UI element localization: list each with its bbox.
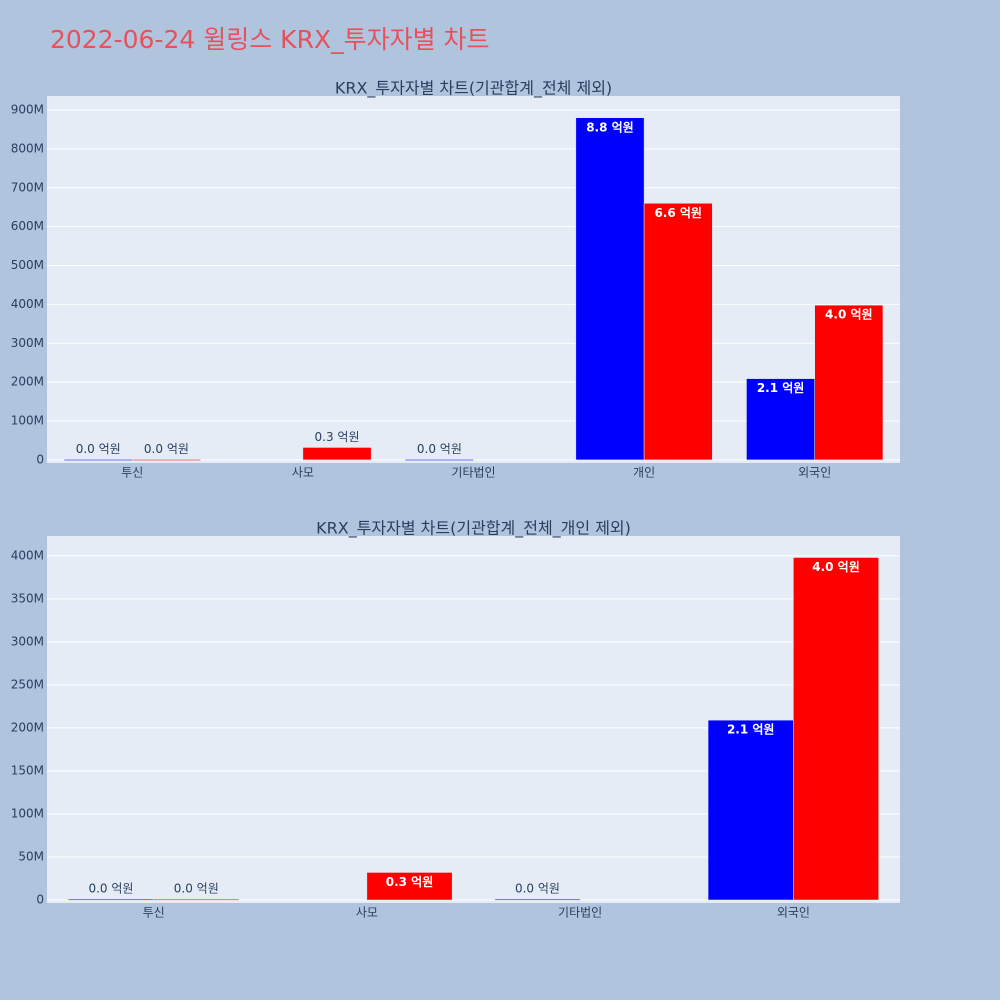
bar xyxy=(302,447,372,461)
y-tick-label: 400M xyxy=(11,297,44,311)
x-tick-label: 기타법인 xyxy=(451,466,495,480)
data-label: 0.3 억원 xyxy=(315,430,360,444)
x-tick-label: 개인 xyxy=(633,466,655,480)
x-tick-label: 사모 xyxy=(356,906,378,920)
x-tick-label: 사모 xyxy=(292,466,314,480)
bar xyxy=(494,898,581,901)
data-label: 2.1 억원 xyxy=(757,381,805,395)
y-tick-label: 200M xyxy=(11,375,44,389)
y-tick-label: 600M xyxy=(11,219,44,233)
subplot-title: KRX_투자자별 차트(기관합계_전체 제외) xyxy=(335,79,612,99)
data-label: 0.0 억원 xyxy=(174,882,219,896)
data-label: 4.0 억원 xyxy=(812,560,860,574)
data-label: 6.6 억원 xyxy=(654,206,702,220)
data-label: 0.0 억원 xyxy=(417,442,462,456)
subplot-title: KRX_투자자별 차트(기관합계_전체_개인 제외) xyxy=(316,519,631,539)
bar xyxy=(153,898,240,901)
data-label: 0.0 억원 xyxy=(144,442,189,456)
x-tick-label: 외국인 xyxy=(798,466,831,480)
y-tick-label: 100M xyxy=(11,414,44,428)
bar xyxy=(68,898,154,901)
y-tick-label: 100M xyxy=(11,806,44,820)
y-tick-label: 250M xyxy=(11,677,44,691)
data-label: 0.0 억원 xyxy=(515,882,560,896)
y-tick-label: 300M xyxy=(11,336,44,350)
y-tick-label: 900M xyxy=(11,102,44,116)
bar xyxy=(707,719,794,901)
data-label: 4.0 억원 xyxy=(825,308,873,322)
y-tick-label: 500M xyxy=(11,258,44,272)
x-tick-label: 투신 xyxy=(121,466,143,480)
data-label: 2.1 억원 xyxy=(727,723,775,737)
page-title: 2022-06-24 윌링스 KRX_투자자별 차트 xyxy=(50,25,490,54)
data-label: 0.3 억원 xyxy=(386,875,434,889)
data-label: 0.0 억원 xyxy=(76,442,121,456)
x-tick-label: 외국인 xyxy=(777,906,810,920)
bar xyxy=(63,459,133,461)
data-label: 8.8 억원 xyxy=(586,120,634,134)
y-tick-label: 200M xyxy=(11,720,44,734)
x-tick-label: 투신 xyxy=(143,906,165,920)
bar xyxy=(575,117,645,461)
y-tick-label: 400M xyxy=(11,548,44,562)
y-tick-label: 350M xyxy=(11,591,44,605)
x-tick-label: 기타법인 xyxy=(558,906,602,920)
bar xyxy=(793,557,879,901)
bar xyxy=(814,304,884,461)
y-tick-label: 700M xyxy=(11,180,44,194)
bar xyxy=(405,459,474,461)
bar xyxy=(366,872,453,901)
bar xyxy=(132,459,201,461)
bar xyxy=(746,378,815,461)
y-tick-label: 0 xyxy=(36,892,44,906)
y-tick-label: 800M xyxy=(11,141,44,155)
data-label: 0.0 억원 xyxy=(88,882,133,896)
y-tick-label: 300M xyxy=(11,634,44,648)
y-tick-label: 0 xyxy=(36,452,44,466)
y-tick-label: 50M xyxy=(18,849,44,863)
y-tick-label: 150M xyxy=(11,763,44,777)
bar xyxy=(643,203,713,461)
